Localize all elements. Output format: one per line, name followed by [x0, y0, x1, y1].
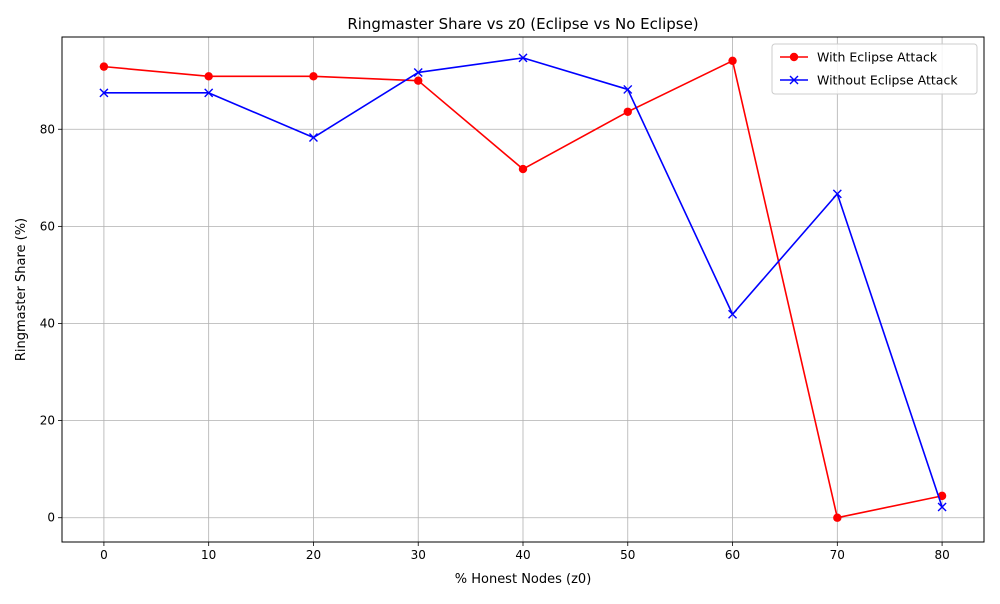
data-point	[413, 67, 423, 77]
data-point	[99, 62, 109, 71]
legend-label: Without Eclipse Attack	[817, 73, 958, 88]
series-1	[99, 56, 947, 522]
data-point-stroke	[623, 84, 633, 94]
data-point	[728, 309, 738, 319]
data-point	[99, 88, 109, 98]
chart-title: Ringmaster Share vs z0 (Eclipse vs No Ec…	[347, 15, 698, 33]
data-point-stroke	[937, 502, 947, 512]
data-point	[623, 84, 633, 94]
x-axis-label: % Honest Nodes (z0)	[455, 572, 592, 587]
y-tick-label: 40	[40, 316, 55, 330]
x-tick-label: 0	[100, 548, 108, 562]
y-tick-label: 20	[40, 414, 55, 428]
legend-marker	[789, 75, 799, 85]
x-tick-label: 30	[411, 548, 426, 562]
data-point	[728, 56, 737, 65]
x-tick-label: 10	[201, 548, 216, 562]
data-point	[308, 133, 318, 143]
y-axis-label: Ringmaster Share (%)	[14, 218, 29, 361]
data-point-stroke	[308, 133, 318, 143]
y-tick-label: 60	[40, 219, 55, 233]
x-tick-label: 70	[830, 548, 845, 562]
legend-marker	[789, 52, 799, 62]
data-point	[518, 164, 528, 174]
legend-item: Without Eclipse Attack	[780, 73, 958, 88]
x-tick-label: 20	[306, 548, 321, 562]
data-point	[414, 76, 423, 85]
data-point-stroke	[99, 88, 109, 98]
data-point	[309, 72, 318, 81]
data-point-stroke	[728, 309, 738, 319]
data-point-stroke	[518, 53, 528, 63]
data-point-stroke	[413, 67, 423, 77]
y-axis-ticks: 0 20 40 60 80	[40, 122, 62, 525]
data-point	[204, 88, 214, 98]
y-tick-label: 80	[40, 122, 55, 136]
data-point	[204, 72, 213, 81]
data-point	[832, 189, 842, 199]
legend-item: With Eclipse Attack	[780, 50, 938, 65]
data-point	[937, 502, 947, 512]
y-tick-label: 0	[47, 511, 55, 525]
legend-label: With Eclipse Attack	[817, 50, 938, 65]
x-tick-label: 60	[725, 548, 740, 562]
data-point	[623, 107, 632, 116]
grid-lines	[62, 37, 984, 542]
x-tick-label: 40	[515, 548, 530, 562]
legend-box	[771, 43, 978, 95]
legend: With Eclipse Attack Without Eclipse Attac…	[771, 43, 978, 95]
data-point	[833, 513, 842, 522]
data-point	[937, 491, 947, 501]
data-point-stroke	[204, 88, 214, 98]
data-point-stroke	[832, 189, 842, 199]
x-tick-label: 50	[620, 548, 635, 562]
x-axis-ticks: 0 10 20 30 40 50 60 70 80	[100, 542, 950, 562]
x-tick-label: 80	[934, 548, 949, 562]
data-point	[518, 53, 528, 63]
series-2	[99, 53, 947, 512]
series-lines	[99, 53, 947, 522]
